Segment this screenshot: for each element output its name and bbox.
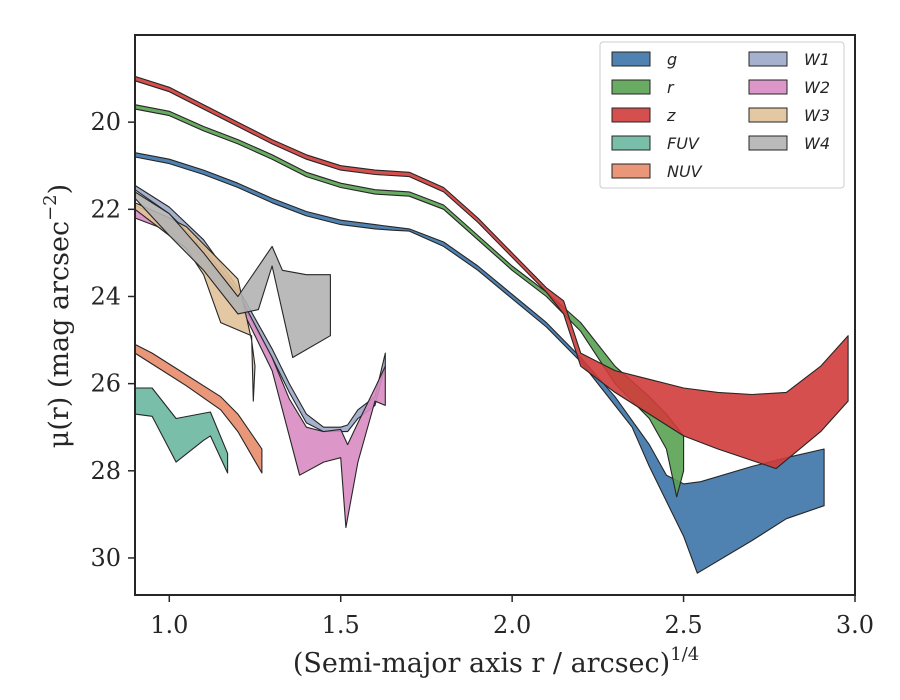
y-tick-label: 20 (90, 108, 121, 136)
legend-swatch (611, 107, 651, 123)
y-tick-label: 30 (90, 544, 121, 572)
x-tick-label: 2.5 (664, 611, 702, 639)
x-tick-label: 1.5 (322, 611, 360, 639)
x-tick-label: 1.0 (150, 611, 188, 639)
y-axis-ticks: 20 22 24 26 28 30 (90, 108, 135, 572)
legend-entry-w1: W1 (748, 50, 830, 69)
legend-label: W3 (804, 106, 830, 125)
legend-entry-fuv: FUV (611, 134, 700, 153)
y-tick-label: 22 (90, 195, 121, 223)
legend-label: W2 (804, 78, 830, 97)
band-r (134, 104, 685, 498)
legend-label: W1 (804, 50, 830, 69)
legend-entries: grz FUV NUV W1 W2 W3 W4 (611, 50, 830, 181)
legend-swatch (748, 79, 788, 95)
legend-label: FUV (667, 134, 700, 153)
x-tick-label: 3.0 (836, 611, 874, 639)
x-axis-label: (Semi-major axis r / arcsec)1/4 (293, 644, 699, 679)
legend-swatch (611, 79, 651, 95)
band-z (134, 75, 849, 470)
legend-box (599, 41, 845, 189)
y-tick-label: 28 (90, 457, 121, 485)
legend-entry-nuv: NUV (611, 162, 703, 181)
legend-label: NUV (667, 162, 703, 181)
legend-entry-z: z (611, 106, 676, 125)
x-axis-label-exponent: 1/4 (670, 644, 699, 665)
legend-label: r (667, 78, 675, 97)
band-layer (134, 75, 849, 574)
band-w4 (134, 191, 331, 359)
legend-swatch (611, 135, 651, 151)
y-axis-label-close: ) (44, 184, 75, 195)
y-axis-label-main: μ(r) (mag arcsec (44, 221, 75, 448)
legend-swatch (748, 51, 788, 67)
y-tick-label: 26 (90, 370, 121, 398)
x-axis-ticks: 1.0 1.5 2.0 2.5 3.0 (150, 595, 874, 639)
legend-entry-w2: W2 (748, 78, 830, 97)
legend-entry-g: g (611, 50, 677, 69)
legend-label: g (667, 50, 677, 69)
legend-entry-w3: W3 (748, 106, 830, 125)
legend-label: z (666, 106, 676, 125)
legend-entry-r: r (611, 78, 675, 97)
legend-entry-w4: W4 (748, 134, 830, 153)
legend-swatch (748, 135, 788, 151)
band-nuv (134, 343, 263, 474)
y-tick-label: 24 (90, 282, 121, 310)
y-axis-label-exponent: −2 (40, 194, 61, 221)
legend-swatch (748, 107, 788, 123)
y-axis-label: μ(r) (mag arcsec−2) (40, 184, 75, 448)
x-tick-label: 2.0 (493, 611, 531, 639)
plot-frame (134, 34, 856, 596)
band-g (134, 152, 825, 574)
x-axis-label-main: (Semi-major axis r / arcsec) (293, 648, 670, 679)
legend: grz FUV NUV W1 W2 W3 W4 (599, 41, 845, 189)
legend-swatch (611, 51, 651, 67)
legend-label: W4 (804, 134, 830, 153)
band-fuv (134, 387, 229, 474)
legend-swatch (611, 163, 651, 179)
